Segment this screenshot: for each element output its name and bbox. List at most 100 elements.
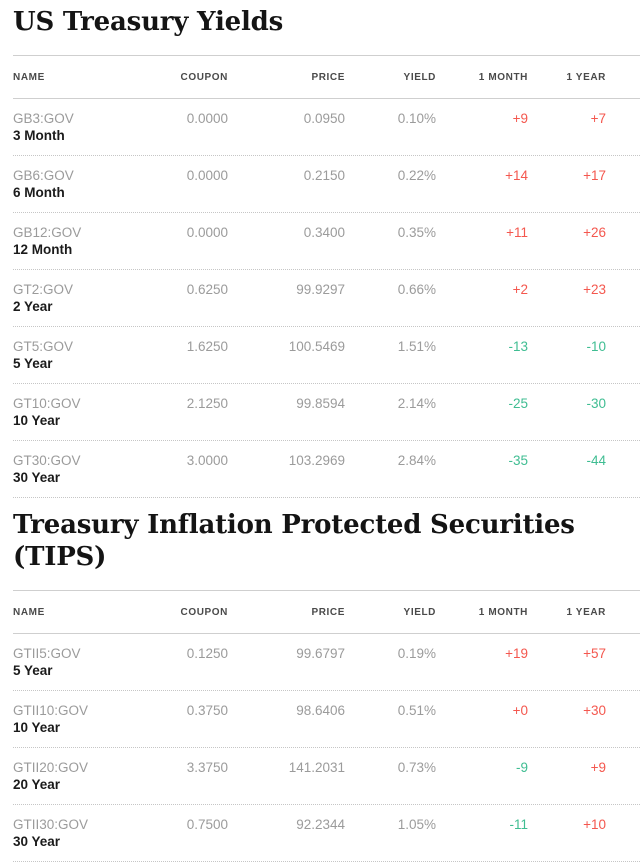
table-row[interactable]: GT5:GOV 5 Year 1.6250 100.5469 1.51% -13 -10 [13,327,640,384]
yield-value: 2.14% [397,396,436,411]
yield-value: 2.84% [397,453,436,468]
ticker[interactable]: GTII10:GOV [13,703,89,718]
one-month-change: +9 [512,111,528,126]
coupon-value: 0.0000 [186,225,228,240]
column-header-name: Name [13,607,45,618]
yield-value: 0.51% [397,703,436,718]
coupon-value: 2.1250 [186,396,228,411]
price-value: 103.2969 [288,453,345,468]
coupon-value: 3.3750 [186,760,228,775]
price-value: 0.2150 [303,168,345,183]
coupon-value: 0.6250 [186,282,228,297]
security-name-cell: GTII5:GOV 5 Year [13,645,138,679]
ticker[interactable]: GTII5:GOV [13,646,81,661]
table-row[interactable]: GT10:GOV 10 Year 2.1250 99.8594 2.14% -25 -30 [13,384,640,441]
one-month-change: +19 [505,646,528,661]
yield-value: 0.22% [397,168,436,183]
one-month-change: +0 [512,703,528,718]
table-header-row: Name Coupon Price Yield 1 Month 1 Year [13,590,640,634]
coupon-value: 0.0000 [186,168,228,183]
maturity-label: 3 Month [13,128,65,143]
maturity-label: 20 Year [13,777,61,792]
one-month-change: -9 [515,760,528,775]
coupon-value: 1.6250 [186,339,228,354]
one-month-change: +11 [506,225,528,240]
security-name-cell: GB12:GOV 12 Month [13,224,138,258]
maturity-label: 5 Year [13,663,53,678]
maturity-label: 30 Year [13,470,61,485]
maturity-label: 5 Year [13,356,53,371]
ticker[interactable]: GT5:GOV [13,339,74,354]
yield-value: 1.05% [397,817,436,832]
yield-value: 0.10% [397,111,436,126]
table-row[interactable]: GB12:GOV 12 Month 0.0000 0.3400 0.35% +11 +26 [13,213,640,270]
ticker[interactable]: GB6:GOV [13,168,74,183]
column-header-yield: Yield [403,72,436,83]
table-row[interactable]: GB3:GOV 3 Month 0.0000 0.0950 0.10% +9 +7 [13,99,640,156]
security-name-cell: GTII30:GOV 30 Year [13,816,138,850]
table-row[interactable]: GT30:GOV 30 Year 3.0000 103.2969 2.84% -35 -44 [13,441,640,498]
one-year-change: +10 [583,817,606,832]
column-header-coupon: Coupon [180,607,228,618]
one-year-change: +23 [583,282,606,297]
table-row[interactable]: GTII10:GOV 10 Year 0.3750 98.6406 0.51% +0 +30 [13,691,640,748]
security-name-cell: GT5:GOV 5 Year [13,338,138,372]
one-month-change: -35 [508,453,528,468]
price-value: 92.2344 [296,817,345,832]
column-header-1-month: 1 Month [478,72,528,83]
tips-table: Name Coupon Price Yield 1 Month 1 Year GTII5:… [13,590,640,862]
one-year-change: +26 [583,225,606,240]
table-row[interactable]: GTII5:GOV 5 Year 0.1250 99.6797 0.19% +19 +57 [13,634,640,691]
one-year-change: -44 [586,453,606,468]
ticker[interactable]: GTII30:GOV [13,817,89,832]
table-row[interactable]: GB6:GOV 6 Month 0.0000 0.2150 0.22% +14 +17 [13,156,640,213]
coupon-value: 0.1250 [186,646,228,661]
one-month-change: -11 [509,817,528,832]
ticker[interactable]: GB3:GOV [13,111,74,126]
one-year-change: +9 [590,760,606,775]
coupon-value: 0.7500 [186,817,228,832]
ticker[interactable]: GT30:GOV [13,453,81,468]
column-header-1-year: 1 Year [566,72,606,83]
ticker[interactable]: GT2:GOV [13,282,74,297]
table-body: GTII5:GOV 5 Year 0.1250 99.6797 0.19% +19 +57 G… [13,634,640,862]
one-year-change: -30 [586,396,606,411]
column-header-price: Price [311,72,345,83]
one-month-change: +14 [505,168,528,183]
ticker[interactable]: GB12:GOV [13,225,82,240]
one-year-change: -10 [586,339,606,354]
one-year-change: +57 [583,646,606,661]
coupon-value: 0.0000 [186,111,228,126]
security-name-cell: GT30:GOV 30 Year [13,452,138,486]
security-name-cell: GT2:GOV 2 Year [13,281,138,315]
column-header-coupon: Coupon [180,72,228,83]
yield-value: 0.35% [397,225,436,240]
one-year-change: +7 [590,111,606,126]
security-name-cell: GTII20:GOV 20 Year [13,759,138,793]
table-header-row: Name Coupon Price Yield 1 Month 1 Year [13,55,640,99]
table-row[interactable]: GTII20:GOV 20 Year 3.3750 141.2031 0.73% -9 +9 [13,748,640,805]
table-row[interactable]: GTII30:GOV 30 Year 0.7500 92.2344 1.05% -11 +1… [13,805,640,862]
yield-value: 0.73% [397,760,436,775]
ticker[interactable]: GT10:GOV [13,396,81,411]
coupon-value: 0.3750 [186,703,228,718]
one-month-change: +2 [512,282,528,297]
security-name-cell: GTII10:GOV 10 Year [13,702,138,736]
column-header-price: Price [311,607,345,618]
maturity-label: 2 Year [13,299,53,314]
table-row[interactable]: GT2:GOV 2 Year 0.6250 99.9297 0.66% +2 +23 [13,270,640,327]
price-value: 0.3400 [303,225,345,240]
security-name-cell: GB3:GOV 3 Month [13,110,138,144]
price-value: 100.5469 [288,339,345,354]
maturity-label: 10 Year [13,413,61,428]
section-title-us-treasury-yields: US Treasury Yields [13,7,284,37]
column-header-yield: Yield [403,607,436,618]
one-month-change: -25 [508,396,528,411]
maturity-label: 12 Month [13,242,73,257]
price-value: 99.6797 [296,646,345,661]
column-header-1-month: 1 Month [478,607,528,618]
table-body: GB3:GOV 3 Month 0.0000 0.0950 0.10% +9 +7 GB6:G… [13,99,640,498]
yield-value: 0.19% [397,646,436,661]
column-header-name: Name [13,72,45,83]
ticker[interactable]: GTII20:GOV [13,760,89,775]
